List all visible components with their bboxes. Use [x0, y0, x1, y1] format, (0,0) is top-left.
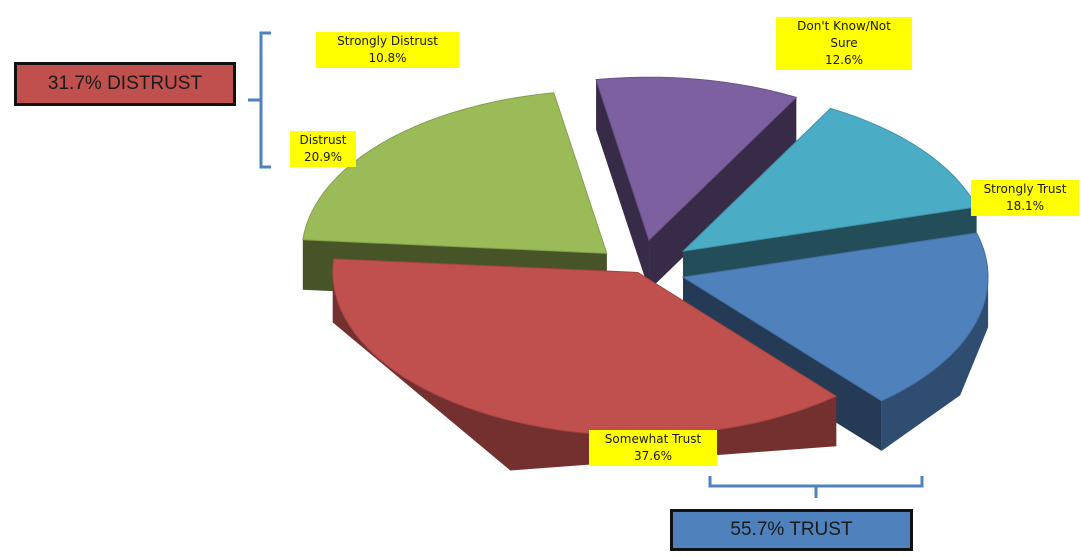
distrust-summary-text: 31.7% DISTRUST	[47, 73, 203, 94]
label-strongly-distrust: Strongly Distrust 10.8%	[316, 32, 459, 68]
brackets	[248, 31, 924, 498]
distrust-bracket	[248, 31, 271, 169]
slice-side-strongly-trust-0	[881, 277, 989, 451]
label-somewhat-trust-name: Somewhat Trust	[604, 432, 702, 446]
label-dont-know-line1: Don't Know/Not	[797, 19, 891, 33]
label-distrust-value: 20.9%	[303, 150, 343, 164]
label-strongly-distrust-value: 10.8%	[368, 51, 407, 65]
label-distrust: Distrust 20.9%	[290, 131, 356, 167]
slice-wall-strongly-distrust-0	[596, 79, 650, 291]
slice-strongly-trust	[681, 232, 989, 402]
slice-strongly-distrust	[595, 76, 798, 242]
slice-distrust	[302, 92, 608, 254]
label-somewhat-trust: Somewhat Trust 37.6%	[589, 430, 717, 466]
label-somewhat-trust-value: 37.6%	[633, 449, 673, 463]
trust-summary-text: 55.7% TRUST	[730, 519, 853, 540]
slice-somewhat-trust	[332, 258, 838, 436]
label-strongly-trust-value: 18.1%	[1005, 199, 1045, 213]
trust-bracket	[708, 476, 924, 498]
slice-tops	[302, 76, 989, 436]
label-distrust-name: Distrust	[299, 133, 347, 147]
label-dont-know: Don't Know/Not Sure 12.6%	[776, 17, 912, 70]
slice-wall-strongly-distrust-1	[649, 97, 797, 291]
label-strongly-trust-name: Strongly Trust	[983, 182, 1067, 196]
slice-side-somewhat-trust-0	[332, 272, 837, 471]
distrust-summary-box: 31.7% DISTRUST	[14, 62, 236, 106]
trust-summary-box: 55.7% TRUST	[670, 509, 913, 551]
label-strongly-trust: Strongly Trust 18.1%	[971, 180, 1079, 216]
label-dont-know-line2: Sure	[830, 36, 858, 50]
slice-don-t-know-not-sure	[681, 107, 978, 252]
label-strongly-distrust-name: Strongly Distrust	[337, 34, 438, 48]
label-dont-know-value: 12.6%	[824, 53, 864, 67]
